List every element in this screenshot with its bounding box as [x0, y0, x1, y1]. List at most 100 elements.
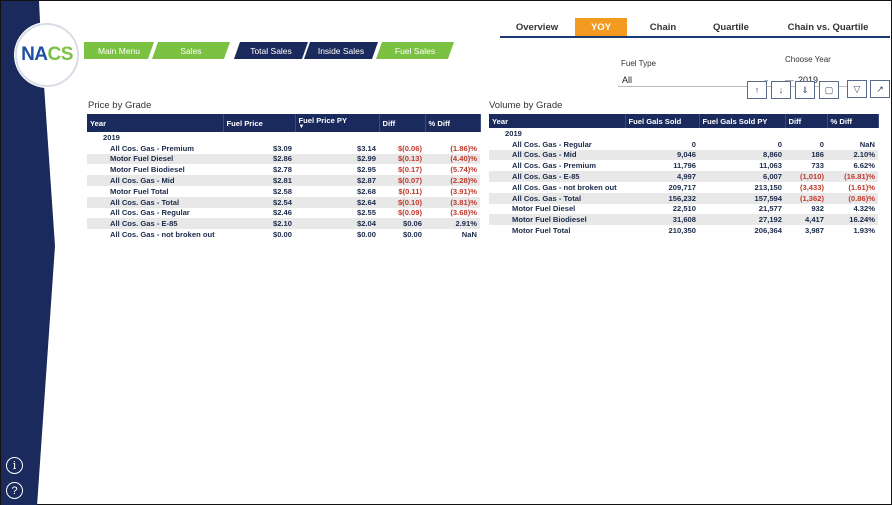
table-row[interactable]: Motor Fuel Diesel 22,510 21,577 932 4.32% [489, 203, 878, 215]
filter-icon[interactable]: ▽ [847, 80, 867, 98]
grade-cell: All Cos. Gas - Regular [489, 138, 625, 150]
diff-cell: 4,417 [785, 214, 827, 226]
value-py-cell: 27,192 [699, 214, 785, 226]
diff-cell: $(0.11) [379, 185, 425, 197]
table-row[interactable]: All Cos. Gas - not broken out $0.00 $0.00 $… [87, 229, 480, 240]
value-py-cell: $0.00 [295, 229, 379, 240]
diff-cell: 3,987 [785, 225, 827, 236]
fuel-sales-button[interactable]: Fuel Sales [376, 42, 454, 59]
table-row[interactable]: All Cos. Gas - Premium $3.09 $3.14 $(0.06)(… [87, 142, 480, 154]
value-py-cell: 213,150 [699, 181, 785, 193]
grade-cell: Motor Fuel Total [87, 185, 223, 197]
expand-all-icon[interactable]: ⇓ [795, 81, 815, 99]
col-header-diff[interactable]: Diff [379, 114, 426, 132]
grade-cell: All Cos. Gas - not broken out [87, 229, 223, 240]
diff-cell: 186 [785, 149, 827, 161]
pct-diff-cell: NaN [827, 138, 878, 150]
price-by-grade-table: Year Fuel Price Fuel Price PY ▼ Diff % Di… [87, 114, 481, 240]
col-header-fuel-gals-sold-py[interactable]: Fuel Gals Sold PY [699, 114, 786, 128]
pct-diff-cell: (2.28)% [425, 175, 480, 186]
dash-icon: — [785, 74, 794, 85]
fuel-sales-button-shape [376, 42, 454, 59]
value-cell: $2.58 [223, 185, 295, 197]
table-header-row: Year Fuel Gals Sold Fuel Gals Sold PY Di… [489, 114, 879, 128]
tab-quartile[interactable]: Quartile [713, 21, 749, 33]
pct-diff-cell: 4.32% [827, 203, 878, 215]
table-row[interactable]: All Cos. Gas - Mid 9,046 8,860 186 2.10% [489, 149, 878, 161]
expand-icon[interactable]: ↗ [870, 80, 890, 98]
table-row[interactable]: Motor Fuel Diesel $2.86 $2.99 $(0.13) (4.40)… [87, 153, 480, 165]
info-icon[interactable]: i [6, 457, 23, 474]
year-group-row[interactable]: 2019 [489, 128, 878, 139]
chevron-down-icon: ⌄ [762, 74, 770, 84]
inside-sales-label: Inside Sales [317, 45, 365, 56]
table-row[interactable]: All Cos. Gas - Total $2.54 $2.64 $(0.10) (3.… [87, 196, 480, 208]
pct-diff-cell: (0.86)% [827, 192, 878, 204]
diff-cell: 932 [785, 203, 827, 215]
grade-cell: All Cos. Gas - E-85 [489, 171, 625, 182]
table-row[interactable]: All Cos. Gas - not broken out 209,717 213,… [489, 181, 878, 193]
sales-button[interactable]: Sales [152, 42, 230, 59]
total-sales-button[interactable]: Total Sales [234, 42, 308, 59]
pct-diff-cell: 16.24% [827, 214, 878, 226]
table-row[interactable]: All Cos. Gas - E-85 4,997 6,007 (1,010) (16.… [489, 171, 878, 182]
table-row[interactable]: All Cos. Gas - Premium 11,796 11,063 733 6.6… [489, 160, 878, 172]
inside-sales-button[interactable]: Inside Sales [304, 42, 378, 59]
tab-overview[interactable]: Overview [515, 21, 559, 33]
table-row[interactable]: All Cos. Gas - Regular 0 0 0 NaN [489, 138, 878, 150]
pct-diff-cell: (3.81)% [425, 196, 480, 208]
fuel-sales-label: Fuel Sales [394, 45, 436, 56]
grade-cell: Motor Fuel Total [489, 225, 625, 236]
col-header-diff[interactable]: Diff [785, 114, 828, 128]
value-cell: 31,608 [625, 214, 699, 226]
table-row[interactable]: Motor Fuel Biodiesel 31,608 27,192 4,417 16.… [489, 214, 878, 226]
value-cell: $2.86 [223, 153, 295, 165]
drill-down-icon[interactable]: ↓ [771, 81, 791, 99]
table-row[interactable]: All Cos. Gas - Total 156,232 157,594 (1,362… [489, 192, 878, 204]
pct-diff-cell: (5.74)% [425, 164, 480, 176]
table-row[interactable]: Motor Fuel Biodiesel $2.78 $2.95 $(0.17) (5.… [87, 164, 480, 176]
grade-cell: Motor Fuel Biodiesel [87, 164, 223, 176]
fuel-type-dropdown[interactable]: All ⌄ [618, 73, 774, 87]
volume-by-grade-table: Year Fuel Gals Sold Fuel Gals Sold PY Di… [489, 114, 879, 236]
drill-up-icon[interactable]: ↑ [747, 81, 767, 99]
table-row[interactable]: All Cos. Gas - Regular $2.46 $2.55 $(0.09)(… [87, 207, 480, 219]
focus-mode-icon[interactable]: ▢ [819, 81, 839, 99]
col-header-fuel-price-py[interactable]: Fuel Price PY ▼ [295, 114, 380, 132]
diff-cell: 733 [785, 160, 827, 172]
sales-label: Sales [180, 45, 202, 56]
value-py-cell: $2.95 [295, 164, 379, 176]
col-header-fuel-price[interactable]: Fuel Price [223, 114, 296, 132]
col-header-year[interactable]: Year [87, 114, 224, 132]
choose-year-label: Choose Year [785, 55, 831, 64]
value-py-cell: 8,860 [699, 149, 785, 161]
col-header-fuel-gals-sold[interactable]: Fuel Gals Sold [625, 114, 700, 128]
chevron-down-icon: ⌄ [845, 74, 853, 84]
pct-diff-cell: (16.81)% [827, 171, 878, 182]
diff-cell: $0.06 [379, 218, 425, 230]
main-menu-label: Main Menu [97, 45, 141, 56]
value-cell: $3.09 [223, 142, 295, 154]
help-icon[interactable]: ? [6, 482, 23, 499]
grade-cell: All Cos. Gas - E-85 [87, 218, 223, 230]
table-row[interactable]: All Cos. Gas - E-85 $2.10 $2.04 $0.06 2.91% [87, 218, 480, 230]
diff-cell: $(0.13) [379, 153, 425, 165]
grade-cell: Motor Fuel Diesel [87, 153, 223, 165]
tab-chain-vs-quartile[interactable]: Chain vs. Quartile [787, 21, 869, 33]
main-menu-button-shape [84, 42, 154, 59]
table-row[interactable]: Motor Fuel Total $2.58 $2.68 $(0.11) (3.91)% [87, 185, 480, 197]
col-header-pct-diff[interactable]: % Diff [827, 114, 879, 128]
sort-descending-icon: ▼ [298, 124, 305, 130]
table-row[interactable]: Motor Fuel Total 210,350 206,364 3,987 1.93% [489, 225, 878, 236]
year-group-row[interactable]: 2019 [87, 132, 480, 143]
diff-cell: (1,010) [785, 171, 827, 182]
main-menu-button[interactable]: Main Menu [84, 42, 154, 59]
inside-sales-button-shape [304, 42, 378, 59]
tab-chain[interactable]: Chain [649, 21, 677, 33]
ribbon-shape [1, 1, 55, 505]
col-header-pct-diff[interactable]: % Diff [425, 114, 481, 132]
value-cell: $2.81 [223, 175, 295, 186]
table-row[interactable]: All Cos. Gas - Mid $2.81 $2.87 $(0.07) (2.28… [87, 175, 480, 186]
col-header-year[interactable]: Year [489, 114, 626, 128]
tab-yoy[interactable]: YOY [575, 18, 627, 36]
